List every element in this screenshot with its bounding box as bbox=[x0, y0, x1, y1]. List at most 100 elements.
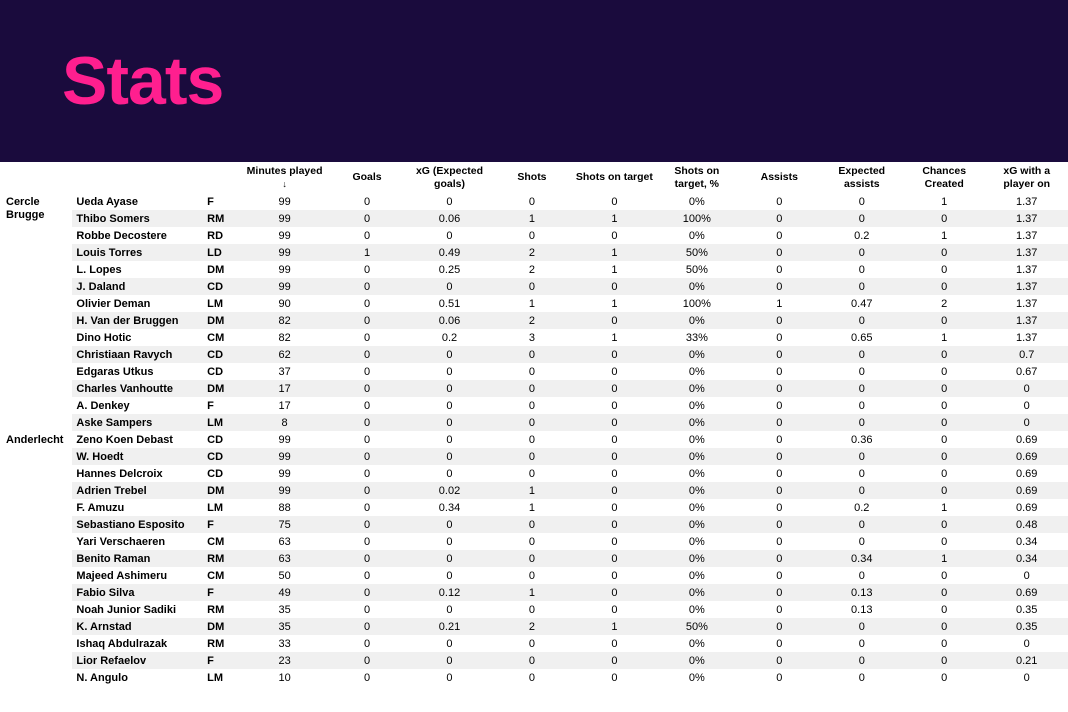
stat-cell: 63 bbox=[243, 533, 325, 550]
table-row: Yari VerschaerenCM6300000%0000.34 bbox=[0, 533, 1068, 550]
player-name[interactable]: W. Hoedt bbox=[72, 448, 203, 465]
stat-cell: 99 bbox=[243, 193, 325, 210]
player-position: F bbox=[203, 193, 243, 210]
column-header[interactable]: Minutes played bbox=[243, 162, 325, 193]
column-header[interactable]: Shots on target bbox=[573, 162, 655, 193]
stat-cell: 0 bbox=[326, 193, 408, 210]
stat-cell: 0% bbox=[656, 482, 738, 499]
stat-cell: 1 bbox=[491, 499, 573, 516]
column-header[interactable]: xG with a player on bbox=[985, 162, 1068, 193]
table-row: Adrien TrebelDM9900.02100%0000.69 bbox=[0, 482, 1068, 499]
stat-cell: 0 bbox=[821, 363, 903, 380]
stat-cell: 0 bbox=[903, 363, 985, 380]
stat-cell: 0 bbox=[326, 499, 408, 516]
player-position: RM bbox=[203, 550, 243, 567]
player-name[interactable]: L. Lopes bbox=[72, 261, 203, 278]
stat-cell: 0 bbox=[573, 312, 655, 329]
stat-cell: 0 bbox=[408, 533, 490, 550]
stat-cell: 2 bbox=[903, 295, 985, 312]
stat-cell: 0 bbox=[491, 448, 573, 465]
stat-cell: 0.06 bbox=[408, 312, 490, 329]
player-name[interactable]: Zeno Koen Debast bbox=[72, 431, 203, 448]
stat-cell: 1 bbox=[903, 227, 985, 244]
player-name[interactable]: A. Denkey bbox=[72, 397, 203, 414]
stat-cell: 1 bbox=[573, 210, 655, 227]
stat-cell: 0% bbox=[656, 431, 738, 448]
player-name[interactable]: Lior Refaelov bbox=[72, 652, 203, 669]
player-name[interactable]: Fabio Silva bbox=[72, 584, 203, 601]
stat-cell: 0.2 bbox=[821, 227, 903, 244]
stat-cell: 0% bbox=[656, 584, 738, 601]
stat-cell: 0% bbox=[656, 533, 738, 550]
player-name[interactable]: N. Angulo bbox=[72, 669, 203, 686]
player-name[interactable]: Christiaan Ravych bbox=[72, 346, 203, 363]
stat-cell: 0 bbox=[821, 618, 903, 635]
stat-cell: 0.36 bbox=[821, 431, 903, 448]
player-name[interactable]: Olivier Deman bbox=[72, 295, 203, 312]
stat-cell: 33% bbox=[656, 329, 738, 346]
stat-cell: 90 bbox=[243, 295, 325, 312]
player-name[interactable]: Adrien Trebel bbox=[72, 482, 203, 499]
player-name[interactable]: Yari Verschaeren bbox=[72, 533, 203, 550]
player-name[interactable]: Ueda Ayase bbox=[72, 193, 203, 210]
column-header[interactable]: Goals bbox=[326, 162, 408, 193]
stat-cell: 0 bbox=[903, 431, 985, 448]
player-name[interactable]: Sebastiano Esposito bbox=[72, 516, 203, 533]
stat-cell: 0 bbox=[491, 550, 573, 567]
player-position: DM bbox=[203, 482, 243, 499]
stat-cell: 1.37 bbox=[985, 312, 1068, 329]
stat-cell: 0 bbox=[491, 465, 573, 482]
player-position: CM bbox=[203, 567, 243, 584]
stat-cell: 0 bbox=[491, 414, 573, 431]
player-name[interactable]: K. Arnstad bbox=[72, 618, 203, 635]
player-name[interactable]: Benito Raman bbox=[72, 550, 203, 567]
stat-cell: 23 bbox=[243, 652, 325, 669]
stat-cell: 1 bbox=[491, 210, 573, 227]
stat-cell: 0 bbox=[326, 550, 408, 567]
table-row: Majeed AshimeruCM5000000%0000 bbox=[0, 567, 1068, 584]
player-name[interactable]: Ishaq Abdulrazak bbox=[72, 635, 203, 652]
stat-cell: 0 bbox=[491, 363, 573, 380]
stat-cell: 99 bbox=[243, 210, 325, 227]
player-name[interactable]: Noah Junior Sadiki bbox=[72, 601, 203, 618]
player-name[interactable]: Edgaras Utkus bbox=[72, 363, 203, 380]
table-row: H. Van der BruggenDM8200.06200%0001.37 bbox=[0, 312, 1068, 329]
player-name[interactable]: Aske Sampers bbox=[72, 414, 203, 431]
stat-cell: 1 bbox=[903, 329, 985, 346]
player-name[interactable]: Majeed Ashimeru bbox=[72, 567, 203, 584]
column-header[interactable]: Expected assists bbox=[821, 162, 903, 193]
stat-cell: 0 bbox=[326, 346, 408, 363]
stat-cell: 0.25 bbox=[408, 261, 490, 278]
stat-cell: 0 bbox=[573, 448, 655, 465]
stat-cell: 0 bbox=[326, 533, 408, 550]
player-position: F bbox=[203, 397, 243, 414]
player-name[interactable]: Hannes Delcroix bbox=[72, 465, 203, 482]
stat-cell: 0 bbox=[738, 533, 820, 550]
stat-cell: 0 bbox=[821, 346, 903, 363]
stat-cell: 1 bbox=[491, 584, 573, 601]
player-name[interactable]: H. Van der Bruggen bbox=[72, 312, 203, 329]
stat-cell: 0 bbox=[738, 278, 820, 295]
player-name[interactable]: Dino Hotic bbox=[72, 329, 203, 346]
player-position: CD bbox=[203, 363, 243, 380]
stat-cell: 1 bbox=[491, 482, 573, 499]
player-name[interactable]: Thibo Somers bbox=[72, 210, 203, 227]
column-header[interactable]: xG (Expected goals) bbox=[408, 162, 490, 193]
player-name[interactable]: J. Daland bbox=[72, 278, 203, 295]
column-header[interactable]: Shots on target, % bbox=[656, 162, 738, 193]
stat-cell: 0 bbox=[738, 329, 820, 346]
player-name[interactable]: F. Amuzu bbox=[72, 499, 203, 516]
stat-cell: 0 bbox=[573, 601, 655, 618]
player-position: CD bbox=[203, 448, 243, 465]
player-name[interactable]: Louis Torres bbox=[72, 244, 203, 261]
column-header[interactable]: Assists bbox=[738, 162, 820, 193]
column-header[interactable]: Chances Created bbox=[903, 162, 985, 193]
player-name[interactable]: Charles Vanhoutte bbox=[72, 380, 203, 397]
player-name[interactable]: Robbe Decostere bbox=[72, 227, 203, 244]
player-position: LM bbox=[203, 295, 243, 312]
player-position: LM bbox=[203, 499, 243, 516]
column-header[interactable]: Shots bbox=[491, 162, 573, 193]
stat-cell: 1.37 bbox=[985, 278, 1068, 295]
stat-cell: 0 bbox=[738, 516, 820, 533]
stat-cell: 0 bbox=[326, 465, 408, 482]
